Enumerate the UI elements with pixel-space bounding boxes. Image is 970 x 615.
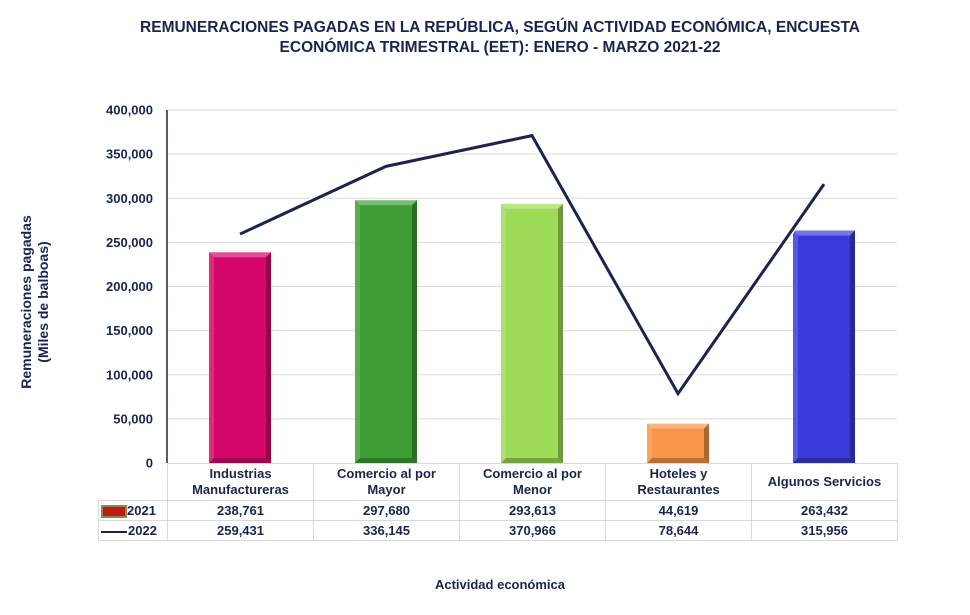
legend-bar-swatch-icon — [101, 505, 127, 519]
bar — [209, 252, 271, 463]
y-tick-label: 50,000 — [113, 411, 153, 426]
chart-title-line-2: ECONÓMICA TRIMESTRAL (EET): ENERO - MARZ… — [279, 39, 721, 56]
data-table: Industrias Manufactureras Comercio al por… — [98, 463, 898, 541]
data-label: 336,145 — [313, 520, 460, 541]
data-label: 78,644 — [605, 520, 752, 541]
bar — [501, 203, 563, 463]
bar — [647, 423, 709, 463]
y-tick-label: 100,000 — [106, 367, 153, 382]
category-label: Industrias Manufactureras — [167, 463, 314, 501]
line-2022 — [238, 132, 827, 400]
data-label: 44,619 — [605, 500, 752, 521]
data-label: 263,432 — [751, 500, 898, 521]
data-table-row-2022: 2022 259,431 336,145 370,966 78,644 315,… — [98, 520, 898, 541]
legend-entry-2022: 2022 — [98, 520, 168, 541]
category-label: Algunos Servicios — [751, 463, 898, 501]
chart-title-line-1: REMUNERACIONES PAGADAS EN LA REPÚBLICA, … — [140, 19, 860, 36]
data-table-row-2021: 2021 238,761 297,680 293,613 44,619 263,… — [98, 500, 898, 521]
y-tick-label: 400,000 — [106, 103, 153, 118]
legend-line-swatch-icon — [101, 530, 127, 533]
data-label: 293,613 — [459, 500, 606, 521]
legend-entry-2021: 2021 — [98, 500, 168, 521]
category-label: Comercio al por Menor — [459, 463, 606, 501]
y-tick-label: 350,000 — [106, 147, 153, 162]
data-label: 259,431 — [167, 520, 314, 541]
bar — [355, 200, 417, 463]
y-tick-labels: 0 50,000 100,000 150,000 200,000 250,000 300,0… — [106, 103, 153, 471]
data-table-header-row: Industrias Manufactureras Comercio al por… — [98, 463, 898, 501]
bar — [793, 230, 855, 463]
y-tick-label: 300,000 — [106, 191, 153, 206]
bars-2021 — [209, 200, 855, 463]
chart-title: REMUNERACIONES PAGADAS EN LA REPÚBLICA, … — [0, 18, 970, 58]
category-label: Comercio al por Mayor — [313, 463, 460, 501]
y-tick-label: 0 — [146, 456, 153, 471]
y-tick-label: 150,000 — [106, 323, 153, 338]
x-axis-label: Actividad económica — [434, 577, 566, 592]
data-label: 315,956 — [751, 520, 898, 541]
data-label: 370,966 — [459, 520, 606, 541]
gridlines — [167, 109, 897, 420]
y-tick-label: 250,000 — [106, 235, 153, 250]
data-label: 238,761 — [167, 500, 314, 521]
y-tick-label: 200,000 — [106, 279, 153, 294]
data-label: 297,680 — [313, 500, 460, 521]
category-label: Hoteles y Restaurantes — [605, 463, 752, 501]
